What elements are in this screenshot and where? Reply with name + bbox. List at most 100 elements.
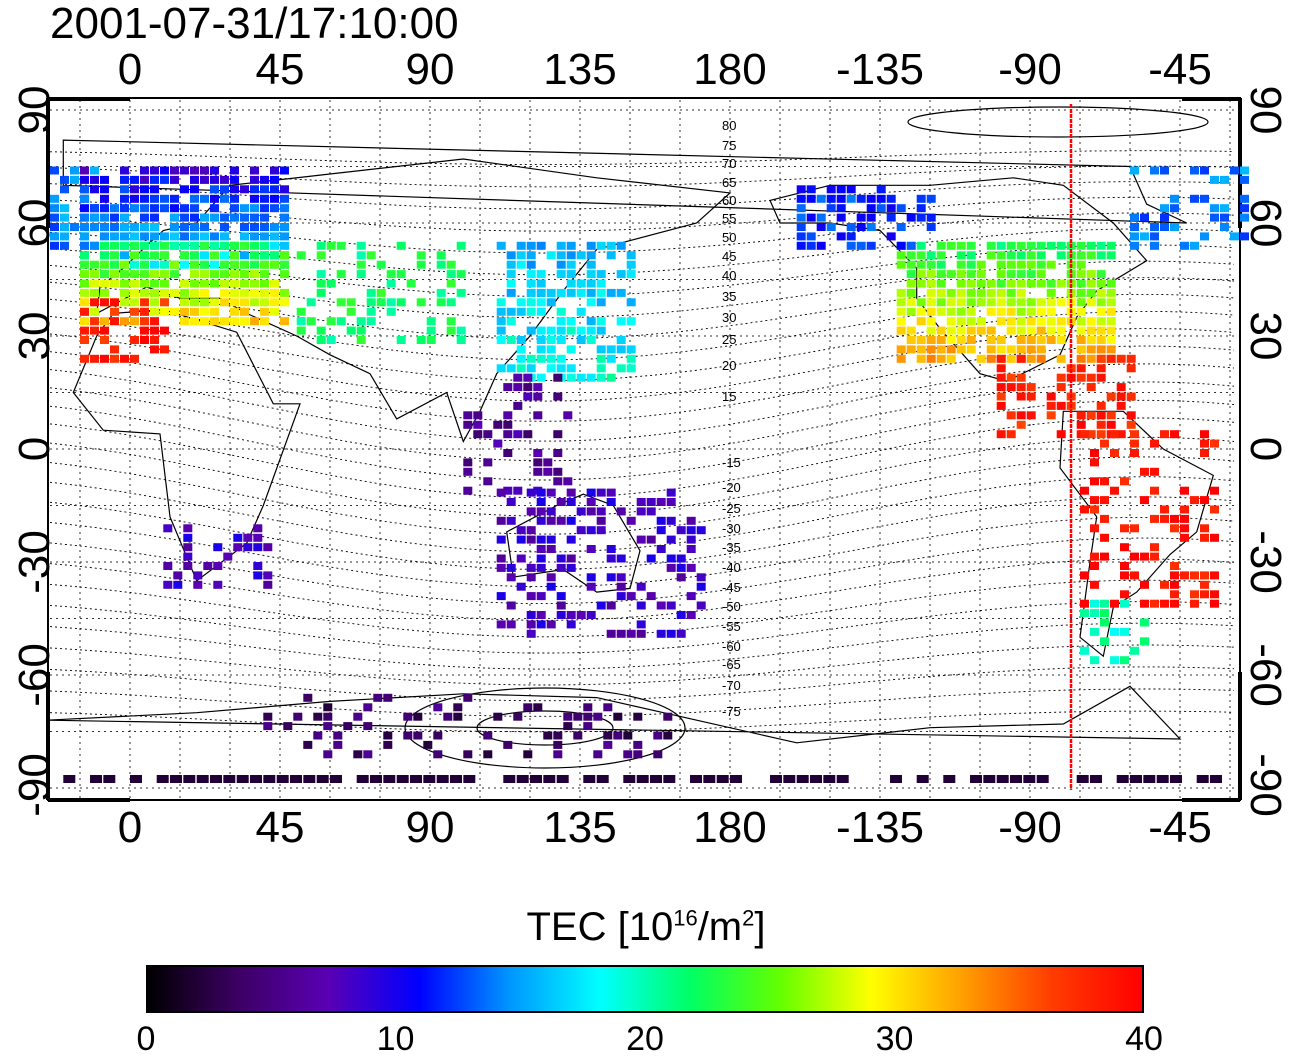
tec-cell [606,545,616,553]
tec-cell [686,526,696,535]
contour-line [49,228,1235,276]
tec-cell [263,712,273,721]
tec-cell [1036,326,1046,335]
tec-cell [1140,467,1149,476]
tec-cell [1006,241,1016,250]
tec-cell [210,251,219,260]
contour-line [49,381,1235,462]
latitude-tick-label: -60 [10,643,59,707]
tec-cell [263,722,273,731]
tec-cell [906,251,916,260]
tec-cell [90,279,99,288]
tec-cell [120,185,129,194]
tec-cell [1006,279,1016,288]
tec-cell [666,629,676,638]
tec-cell [1016,317,1026,326]
tec-cell [200,175,209,184]
left-latitude-labels: 90 60 30 0 -30 -60 -90 [10,86,59,817]
tec-cell [1160,514,1169,523]
tec-cell [1056,326,1066,335]
tec-cell [80,307,89,316]
tec-cell [250,194,259,203]
tec-cell [506,270,516,279]
tec-cell [926,194,936,203]
tec-cell [966,260,976,269]
tec-cell [260,194,269,203]
tec-cell [666,516,676,525]
tec-cell [363,703,373,712]
tec-cell [896,307,906,316]
tec-cell [1090,458,1099,467]
tec-cell [806,241,816,250]
tec-cell [403,712,413,721]
tec-cell [63,775,76,783]
tec-cell [1016,383,1026,392]
tec-cell [1170,430,1179,439]
tec-cell [180,241,189,250]
tec-cell [996,775,1009,783]
tec-cell [1076,775,1089,783]
tec-cell [503,449,513,457]
tec-cell [150,204,159,213]
tec-cell [556,307,566,316]
tec-cell [1006,270,1016,279]
tec-cell [140,270,149,279]
tec-cell [446,317,456,326]
tec-cell [100,194,109,203]
tec-cell [1110,599,1119,608]
tec-cell [556,364,566,373]
tec-cell [1006,288,1016,297]
contour-line [49,363,1235,442]
contour-line [49,601,1235,654]
tec-cell [563,712,573,721]
tec-cell [1140,599,1149,608]
tec-cell [526,507,536,516]
tec-cell [1076,241,1086,250]
tec-cell [160,270,169,279]
tec-cell [416,260,426,269]
tec-cell [1066,364,1076,373]
tec-cell [1096,401,1106,410]
tec-cell [556,270,566,279]
tec-cell [596,317,606,326]
tec-cell [190,260,199,269]
tec-cell [1160,580,1169,589]
tec-cell [536,326,546,335]
tec-cell [516,336,526,344]
tec-cell [120,194,129,203]
tec-cell [150,260,159,269]
tec-cell [906,307,916,316]
tec-cell [1076,364,1086,373]
tec-cell [906,213,916,222]
tec-cell [140,279,149,288]
tec-cell [586,526,596,535]
tec-cell [1130,213,1139,222]
tec-cell [80,298,89,307]
tec-cell [1100,439,1109,448]
tec-cell [1090,449,1099,457]
tec-cell [1090,609,1099,618]
tec-cell [856,194,866,203]
tec-cell [290,775,302,783]
contour-label: 70 [722,156,736,171]
tec-cell [213,562,223,570]
tec-cell [280,317,289,326]
tec-cell [626,260,636,269]
tec-cell [1080,486,1089,495]
tec-cell [703,775,716,783]
tec-cell [906,336,916,344]
tec-cell [150,232,159,241]
tec-cell [533,458,543,467]
tec-cell [1056,279,1066,288]
tec-cell [543,731,553,740]
tec-cell [190,241,199,250]
tec-cell [296,251,306,260]
tec-cell [586,488,596,497]
tec-cell [1026,317,1036,326]
tec-cell [1076,298,1086,307]
tec-cell [240,298,249,307]
tec-cell [650,775,662,783]
tec-cell [140,260,149,269]
tec-cell [160,241,169,250]
tec-cell [180,223,189,231]
